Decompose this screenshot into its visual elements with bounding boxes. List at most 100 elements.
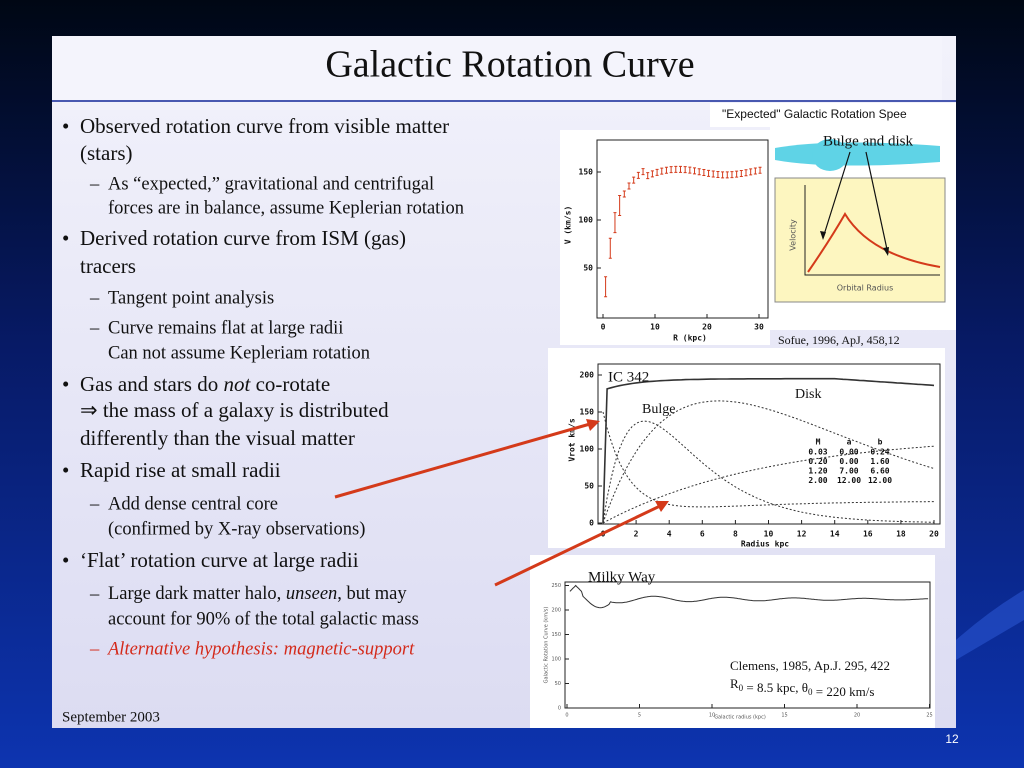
bullet-dash: –	[89, 174, 100, 194]
expected-curve	[807, 212, 941, 273]
x-tick-label: 20	[702, 323, 712, 332]
x-tick-label: 4	[667, 530, 672, 539]
x-tick-label: 30	[754, 323, 764, 332]
figure-2-caption: Sofue, 1996, ApJ, 458,12	[778, 333, 900, 347]
bullet-dot: •	[62, 458, 69, 482]
table-header: a	[847, 438, 852, 447]
y-tick-label: 250	[551, 583, 561, 589]
data-point-glyph	[683, 166, 687, 174]
data-point-glyph	[660, 167, 664, 175]
data-point-glyph	[725, 171, 729, 179]
bullet-text: Large dark matter halo, unseen, but may	[108, 584, 407, 604]
page-number: 12	[945, 732, 959, 746]
background-swoosh	[956, 590, 1024, 660]
x-tick-label: 14	[830, 530, 840, 539]
y-tick-label: 150	[579, 168, 594, 177]
data-point-glyph	[641, 168, 645, 176]
text-run: co-rotate	[250, 372, 330, 396]
table-cell: 0.24	[870, 448, 889, 457]
bullet-text: Curve remains flat at large radii	[108, 318, 343, 338]
data-point-glyph	[688, 166, 692, 174]
bullet-text: Observed rotation curve from visible mat…	[80, 114, 449, 138]
data-point-glyph	[608, 237, 612, 259]
data-point-glyph	[627, 182, 631, 190]
x-tick-label: 2	[634, 530, 639, 539]
data-point-glyph	[702, 169, 706, 177]
x-tick-label: 10	[764, 530, 774, 539]
x-tick-label: 18	[896, 530, 906, 539]
data-point-glyph	[636, 171, 640, 179]
table-cell: 6.60	[870, 467, 889, 476]
x-tick-label: 16	[863, 530, 873, 539]
bullet-text: tracers	[80, 254, 136, 278]
data-point-glyph	[716, 171, 720, 179]
footer-date: September 2003	[62, 709, 160, 725]
x-tick-label: 10	[650, 323, 660, 332]
data-point-glyph	[730, 171, 734, 179]
data-point-glyph	[749, 168, 753, 176]
milky-way-curve	[569, 584, 929, 609]
table-cell: 12.00	[868, 476, 892, 485]
expected-plot-box	[774, 177, 946, 303]
table-cell: 2.00	[808, 476, 827, 485]
x-tick-label: 20	[854, 713, 860, 719]
data-point-glyph	[707, 169, 711, 177]
y-tick-label: 100	[580, 445, 595, 454]
y-tick-label: 100	[551, 657, 561, 663]
bullet-text: Alternative hypothesis: magnetic-support	[106, 639, 415, 659]
text-run: , but may	[337, 584, 407, 604]
red-arrowheads	[586, 419, 669, 512]
table-cell: 1.20	[808, 467, 827, 476]
table-cell: 0.00	[839, 448, 858, 457]
data-point-glyph	[753, 167, 757, 175]
x-tick-label: 10	[709, 713, 715, 719]
plot-frame	[596, 139, 769, 319]
x-axis-label: Galactic radius (kpc)	[714, 715, 766, 721]
y-tick-label: 200	[551, 608, 561, 614]
bullet-dash: –	[89, 288, 100, 308]
data-point-glyph	[693, 167, 697, 175]
bullet-text: Can not assume Kepleriam rotation	[108, 343, 370, 363]
x-tick-label: 0	[601, 323, 606, 332]
table-cell: 0.03	[808, 448, 827, 457]
x-tick-label: 5	[638, 713, 641, 719]
x-tick-label: 25	[926, 713, 932, 719]
emphasis: unseen	[286, 584, 337, 604]
data-point-glyph	[618, 195, 622, 217]
data-point-glyph	[697, 168, 701, 176]
x-tick-label: 20	[929, 530, 939, 539]
bullet-text: (confirmed by X-ray observations)	[108, 519, 365, 539]
x-tick-label: 6	[700, 530, 705, 539]
x-axis-label: R (kpc)	[673, 334, 707, 343]
table-cell: 0.00	[839, 457, 858, 466]
title-band	[52, 36, 942, 100]
bullet-text: forces are in balance, assume Keplerian …	[108, 198, 464, 218]
figure-1-bg	[560, 130, 770, 345]
text-run: = 220 km/s	[813, 684, 875, 699]
data-point-glyph	[622, 190, 626, 198]
y-tick-label: 150	[551, 632, 561, 638]
table-cell: 12.00	[837, 476, 861, 485]
figure-3-label: IC 342	[608, 369, 649, 385]
bullet-text: account for 90% of the total galactic ma…	[108, 609, 419, 629]
bullet-dot: •	[62, 114, 69, 138]
data-point-glyph	[758, 166, 762, 174]
x-tick-label: 8	[733, 530, 738, 539]
x-tick-label: 12	[797, 530, 807, 539]
y-axis-label: Vrot km/s	[568, 418, 577, 462]
data-point-glyph	[711, 170, 715, 178]
subscript: 0	[808, 687, 813, 697]
bullet-dash: –	[89, 639, 100, 659]
total-curve	[602, 377, 935, 524]
table-cell: 0.20	[808, 457, 827, 466]
data-point-glyph	[613, 212, 617, 234]
data-point-glyph	[735, 170, 739, 178]
bullet-text: Derived rotation curve from ISM (gas)	[80, 226, 406, 250]
x-tick-label: 0	[565, 713, 568, 719]
bullet-dash: –	[89, 584, 100, 604]
disk-curve	[602, 400, 935, 524]
data-point-glyph	[664, 166, 668, 174]
y-tick-label: 0	[558, 706, 561, 712]
data-point-glyph	[646, 172, 650, 180]
